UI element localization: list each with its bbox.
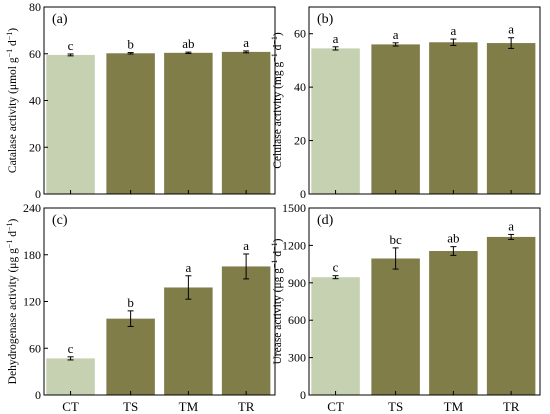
significance-letter: a bbox=[508, 22, 514, 37]
significance-letter: b bbox=[127, 37, 134, 52]
x-tick-label-ts: TS bbox=[123, 399, 138, 414]
panel-label: (a) bbox=[52, 12, 68, 27]
x-tick-label-ts: TS bbox=[388, 399, 403, 414]
y-tick-label: 60 bbox=[29, 341, 41, 355]
y-tick-label: 120 bbox=[23, 295, 41, 309]
bar-ts bbox=[371, 258, 420, 395]
panel-a: c b ab a 0 20 40 60 80 (a) Catalase activity (μmol… bbox=[5, 0, 276, 201]
y-tick-label: 1200 bbox=[282, 238, 306, 252]
y-tick-label: 0 bbox=[300, 187, 306, 201]
significance-letter: b bbox=[127, 295, 134, 310]
y-tick-label: 300 bbox=[288, 351, 306, 365]
x-tick-label-ct: CT bbox=[327, 399, 344, 414]
y-tick-label: 240 bbox=[23, 201, 41, 215]
panel-label: (c) bbox=[52, 213, 68, 228]
y-tick-label: 40 bbox=[29, 94, 41, 108]
y-tick-label: 180 bbox=[23, 248, 41, 262]
y-tick-label: 900 bbox=[288, 276, 306, 290]
significance-letter: ab bbox=[182, 36, 194, 51]
x-tick-label-tm: TM bbox=[444, 399, 464, 414]
y-tick-label: 60 bbox=[294, 27, 306, 41]
bar-ct bbox=[311, 48, 360, 195]
y-tick-label: 60 bbox=[29, 47, 41, 61]
bar-tr bbox=[486, 236, 536, 395]
y-tick-label: 1500 bbox=[282, 201, 306, 215]
bar-tm bbox=[429, 251, 478, 395]
y-tick-label: 0 bbox=[35, 388, 41, 402]
x-tick-label-ct: CT bbox=[62, 399, 79, 414]
y-tick-label: 0 bbox=[300, 388, 306, 402]
plot-frame bbox=[308, 207, 541, 396]
bar-ts bbox=[371, 44, 420, 195]
y-axis-label: Urease activity (μg g−1 d−1) bbox=[270, 238, 284, 364]
y-tick-label: 80 bbox=[29, 0, 41, 14]
significance-letter: c bbox=[68, 38, 74, 53]
significance-letter: c bbox=[68, 341, 74, 356]
y-tick-label: 40 bbox=[294, 80, 306, 94]
significance-letter: a bbox=[243, 35, 249, 50]
x-tick-label-tr: TR bbox=[503, 399, 520, 414]
bar-tr bbox=[486, 43, 536, 194]
significance-letter: a bbox=[508, 218, 514, 233]
x-tick-label-tr: TR bbox=[238, 399, 255, 414]
bar-ts bbox=[106, 53, 155, 194]
significance-letter: a bbox=[333, 31, 339, 46]
significance-letter: bc bbox=[389, 232, 402, 247]
y-tick-label: 600 bbox=[288, 313, 306, 327]
significance-letter: a bbox=[243, 238, 249, 253]
bar-tr bbox=[221, 266, 271, 395]
y-axis-label: Celulase activity (mg g−1 d−1) bbox=[270, 32, 284, 169]
significance-letter: c bbox=[333, 260, 339, 275]
bar-ct bbox=[46, 358, 95, 395]
y-tick-label: 20 bbox=[29, 140, 41, 154]
bar-tm bbox=[429, 42, 478, 195]
panel-label: (d) bbox=[317, 213, 334, 228]
significance-letter: ab bbox=[447, 231, 459, 246]
bar-ct bbox=[46, 54, 95, 195]
y-axis-label: Dehydrogenase activity (μg g−1 d−1) bbox=[5, 219, 19, 385]
panel-d: c bc ab a 0 300 600 900 1200 1500 CT TS TM TR (d) Ureas… bbox=[270, 201, 541, 414]
panel-b: a a a a 0 20 40 60 (b) Celulase activity (mg g−1 … bbox=[270, 6, 541, 201]
y-axis-label: Catalase activity (μmol g−1 d−1) bbox=[5, 28, 19, 173]
panel-label: (b) bbox=[317, 12, 334, 27]
significance-letter: a bbox=[450, 23, 456, 38]
y-tick-label: 0 bbox=[35, 187, 41, 201]
y-tick-label: 20 bbox=[294, 134, 306, 148]
significance-letter: a bbox=[393, 27, 399, 42]
bar-tm bbox=[164, 52, 213, 194]
plot-frame bbox=[308, 6, 541, 195]
significance-letter: a bbox=[185, 260, 191, 275]
bar-ts bbox=[106, 318, 155, 395]
x-tick-label-tm: TM bbox=[179, 399, 199, 414]
bar-tr bbox=[221, 51, 271, 194]
bar-tm bbox=[164, 287, 213, 395]
bar-ct bbox=[311, 277, 360, 395]
panel-c: c b a a 0 60 120 180 240 CT TS TM TR (c) Dehydrogenase… bbox=[5, 201, 276, 414]
